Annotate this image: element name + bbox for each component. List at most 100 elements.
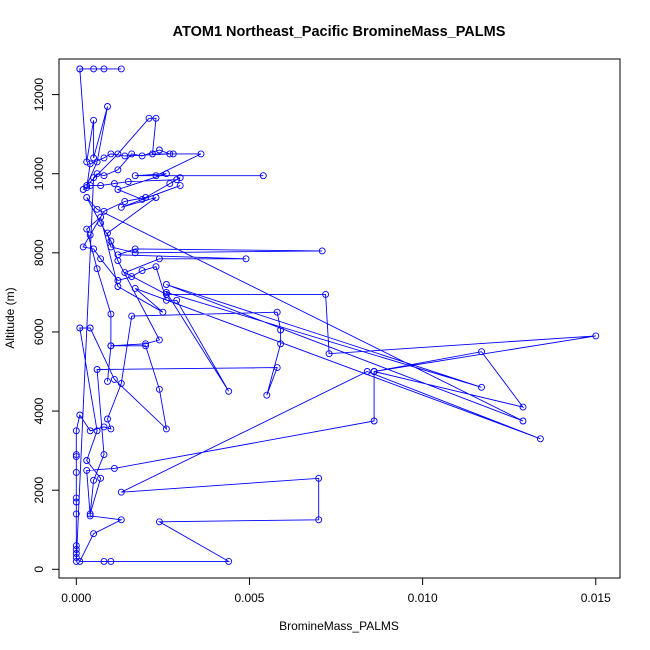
data-point bbox=[155, 385, 163, 393]
data-point bbox=[72, 557, 80, 565]
data-point bbox=[104, 229, 111, 237]
data-point bbox=[225, 557, 233, 565]
data-point bbox=[104, 415, 111, 423]
data-point bbox=[86, 231, 94, 239]
data-point bbox=[478, 383, 485, 391]
data-point bbox=[72, 427, 80, 435]
data-point bbox=[277, 340, 285, 348]
data-point bbox=[117, 65, 125, 73]
chart-title: ATOM1 Northeast_Pacific BromineMass_PALM… bbox=[173, 24, 506, 40]
data-point bbox=[83, 457, 91, 464]
data-point bbox=[72, 468, 80, 476]
data-point bbox=[155, 255, 163, 263]
data-point bbox=[162, 296, 170, 304]
data-point bbox=[83, 184, 91, 192]
data-point bbox=[86, 510, 94, 518]
data-point bbox=[90, 116, 98, 124]
x-axis-label: BromineMass_PALMS bbox=[279, 619, 399, 633]
data-point bbox=[72, 510, 80, 518]
data-point bbox=[145, 114, 153, 122]
data-point bbox=[97, 255, 105, 263]
data-point bbox=[149, 150, 156, 158]
data-point bbox=[273, 364, 281, 372]
data-point bbox=[93, 205, 101, 213]
data-point bbox=[86, 512, 94, 520]
data-point bbox=[107, 310, 115, 318]
data-point bbox=[93, 265, 101, 273]
x-tick-label: 0.010 bbox=[408, 591, 438, 605]
data-point bbox=[90, 174, 98, 182]
data-point bbox=[72, 542, 80, 550]
data-point bbox=[173, 296, 181, 304]
data-point bbox=[128, 150, 136, 158]
data-point bbox=[152, 172, 160, 180]
data-point bbox=[121, 197, 129, 205]
y-tick-label: 6000 bbox=[32, 318, 46, 345]
x-tick-label: 0.015 bbox=[581, 591, 611, 605]
data-point bbox=[93, 366, 101, 373]
data-point bbox=[114, 186, 122, 193]
data-point bbox=[72, 494, 80, 502]
data-point bbox=[86, 182, 94, 190]
data-point bbox=[83, 182, 91, 190]
data-point bbox=[104, 377, 111, 385]
data-point bbox=[83, 225, 91, 233]
data-point bbox=[162, 288, 170, 296]
data-point bbox=[121, 152, 129, 160]
data-point bbox=[152, 194, 160, 201]
data-point bbox=[76, 65, 84, 73]
data-point bbox=[117, 379, 125, 387]
data-point bbox=[225, 387, 233, 395]
data-point bbox=[76, 324, 84, 332]
data-point bbox=[131, 284, 139, 292]
data-point bbox=[90, 476, 98, 484]
y-tick-label: 12000 bbox=[32, 78, 46, 112]
x-axis: 0.000 0.005 0.010 0.015 bbox=[61, 577, 611, 605]
data-point bbox=[86, 427, 94, 435]
series-line bbox=[75, 68, 596, 562]
data-point bbox=[83, 158, 91, 166]
data-point bbox=[90, 245, 98, 253]
data-point bbox=[107, 425, 115, 433]
data-point bbox=[325, 350, 333, 358]
data-point bbox=[138, 152, 146, 160]
data-point bbox=[117, 203, 125, 211]
data-point bbox=[110, 375, 118, 383]
data-point bbox=[100, 207, 108, 215]
data-point bbox=[131, 245, 139, 253]
x-tick-label: 0.005 bbox=[234, 591, 264, 605]
data-point bbox=[76, 411, 84, 419]
data-point bbox=[100, 557, 108, 565]
data-point bbox=[93, 158, 101, 166]
data-point bbox=[152, 114, 160, 122]
data-point bbox=[117, 488, 125, 496]
data-point bbox=[155, 146, 163, 154]
data-point bbox=[114, 166, 122, 174]
data-point bbox=[83, 194, 91, 201]
data-point bbox=[100, 423, 108, 431]
data-point bbox=[162, 281, 170, 288]
data-point bbox=[131, 249, 139, 257]
data-point bbox=[110, 180, 118, 188]
data-point bbox=[121, 269, 129, 277]
data-point bbox=[519, 403, 527, 411]
data-point bbox=[90, 65, 98, 73]
data-point bbox=[315, 474, 323, 482]
data-point bbox=[370, 417, 378, 425]
data-point bbox=[90, 530, 98, 538]
data-point bbox=[152, 263, 160, 271]
data-point bbox=[107, 237, 115, 245]
data-point bbox=[100, 451, 108, 459]
data-point bbox=[97, 474, 105, 482]
series-layer bbox=[72, 65, 600, 565]
data-point bbox=[107, 150, 115, 158]
data-point bbox=[79, 186, 87, 193]
data-point bbox=[519, 417, 527, 425]
y-tick-label: 0 bbox=[32, 566, 46, 573]
data-point bbox=[83, 466, 91, 474]
data-point bbox=[169, 150, 177, 158]
data-point bbox=[100, 65, 108, 73]
data-point bbox=[322, 290, 330, 298]
data-point bbox=[162, 170, 170, 178]
y-axis-label: Altitude (m) bbox=[3, 287, 17, 348]
